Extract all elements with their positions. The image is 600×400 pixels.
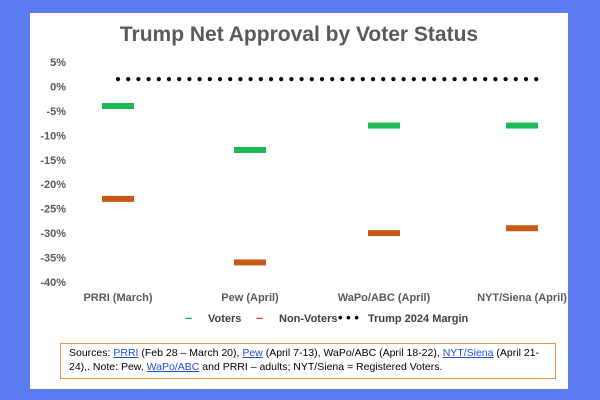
margin-dot bbox=[228, 77, 233, 82]
nonvoters-mark bbox=[102, 195, 134, 202]
margin-dot bbox=[207, 77, 212, 82]
margin-dot bbox=[442, 77, 447, 82]
margin-dot bbox=[279, 77, 284, 82]
margin-dot bbox=[401, 77, 406, 82]
margin-dot bbox=[177, 77, 182, 82]
y-tick-label: -35% bbox=[40, 253, 66, 265]
nyt-siena-link[interactable]: NYT/Siena bbox=[442, 347, 494, 359]
margin-dot bbox=[299, 77, 304, 82]
margin-dot bbox=[217, 77, 223, 82]
y-tick-label: 0% bbox=[50, 81, 66, 93]
margin-dot bbox=[411, 77, 416, 82]
margin-dot bbox=[503, 77, 508, 82]
margin-dot bbox=[146, 77, 151, 82]
margin-dot bbox=[248, 77, 253, 82]
voters-mark bbox=[234, 147, 266, 153]
margin-dot bbox=[452, 77, 457, 82]
margin-dot bbox=[197, 77, 202, 82]
legend-margin-label: Trump 2024 Margin bbox=[368, 313, 469, 325]
margin-dot bbox=[238, 77, 243, 82]
pew-link[interactable]: Pew bbox=[242, 347, 263, 359]
x-tick-label: PRRI (March) bbox=[83, 292, 152, 304]
margin-dot bbox=[156, 77, 161, 82]
x-tick-label: Pew (April) bbox=[221, 292, 279, 304]
y-tick-label: -40% bbox=[40, 277, 66, 289]
margin-dot bbox=[472, 77, 478, 82]
margin-dot bbox=[534, 77, 539, 82]
margin-dot bbox=[166, 77, 172, 82]
nonvoters-mark bbox=[234, 259, 266, 266]
y-tick-label: -30% bbox=[40, 228, 66, 240]
chart-card: Trump Net Approval by Voter Status 5% 0% -… bbox=[30, 13, 568, 389]
pew-dates: (April 7-13), WaPo/ABC (April 18-22), bbox=[262, 347, 443, 359]
legend-voters-label: Voters bbox=[208, 313, 241, 325]
margin-dot bbox=[493, 77, 498, 82]
legend-voters-symbol: – bbox=[185, 310, 192, 325]
nonvoters-mark bbox=[368, 230, 400, 237]
voters-mark bbox=[506, 122, 538, 129]
margin-dot bbox=[513, 77, 518, 82]
margin-dot bbox=[330, 77, 335, 82]
margin-dot bbox=[360, 77, 365, 82]
margin-dot bbox=[370, 77, 376, 82]
margin-dot bbox=[340, 77, 345, 82]
y-tick-label: 5% bbox=[50, 57, 66, 69]
margin-dot bbox=[483, 77, 488, 82]
margin-dot bbox=[309, 77, 314, 82]
margin-dot bbox=[115, 77, 121, 82]
margin-dot bbox=[391, 77, 396, 82]
margin-dot bbox=[421, 77, 427, 82]
legend-nonvoters-symbol: – bbox=[256, 310, 263, 325]
y-tick-label: -10% bbox=[40, 130, 66, 142]
y-tick-label: -25% bbox=[40, 204, 66, 216]
prri-link[interactable]: PRRI bbox=[113, 347, 139, 359]
trump-margin-line bbox=[115, 77, 539, 82]
data-marks bbox=[102, 103, 538, 266]
margin-dot bbox=[187, 77, 192, 82]
x-tick-label: NYT/Siena (April) bbox=[477, 292, 567, 304]
margin-dot bbox=[136, 77, 141, 82]
legend: – Voters – Non-Voters • • • Trump 2024 Margin bbox=[185, 310, 469, 325]
margin-dot bbox=[126, 77, 131, 82]
margin-dot bbox=[523, 77, 529, 82]
margin-dot bbox=[462, 77, 467, 82]
margin-dot bbox=[350, 77, 355, 82]
chart-plot: 5% 0% -5% -10% -15% -20% -25% -30% -35% -40% PRRI… bbox=[40, 57, 567, 325]
sources-tail: and PRRI – adults; NYT/Siena = Registere… bbox=[199, 361, 443, 373]
margin-dot bbox=[432, 77, 437, 82]
margin-dot bbox=[268, 77, 274, 82]
margin-dot bbox=[258, 77, 263, 82]
legend-nonvoters-label: Non-Voters bbox=[279, 313, 337, 325]
x-tick-label: WaPo/ABC (April) bbox=[338, 292, 431, 304]
chart-title: Trump Net Approval by Voter Status bbox=[119, 23, 479, 46]
legend-margin-symbol: • • • bbox=[338, 310, 359, 325]
sources-note: Sources: PRRI (Feb 28 – March 20), Pew (… bbox=[60, 343, 556, 379]
nyt-dates: (April 21-24),. Note: Pew, bbox=[69, 347, 539, 373]
y-axis-ticks: 5% 0% -5% -10% -15% -20% -25% -30% -35% -40% bbox=[40, 57, 66, 289]
margin-dot bbox=[381, 77, 386, 82]
y-tick-label: -20% bbox=[40, 179, 66, 191]
voters-mark bbox=[102, 103, 134, 109]
y-tick-label: -5% bbox=[46, 106, 66, 118]
prri-dates: (Feb 28 – March 20), bbox=[138, 347, 243, 359]
y-tick-label: -15% bbox=[40, 155, 66, 167]
sources-prefix: Sources: bbox=[69, 347, 114, 359]
margin-dot bbox=[289, 77, 294, 82]
nonvoters-mark bbox=[506, 225, 538, 232]
x-axis-ticks: PRRI (March) Pew (April) WaPo/ABC (April) N… bbox=[83, 292, 567, 304]
margin-dot bbox=[319, 77, 325, 82]
voters-mark bbox=[368, 122, 400, 129]
wapo-abc-link[interactable]: WaPo/ABC bbox=[146, 361, 200, 373]
